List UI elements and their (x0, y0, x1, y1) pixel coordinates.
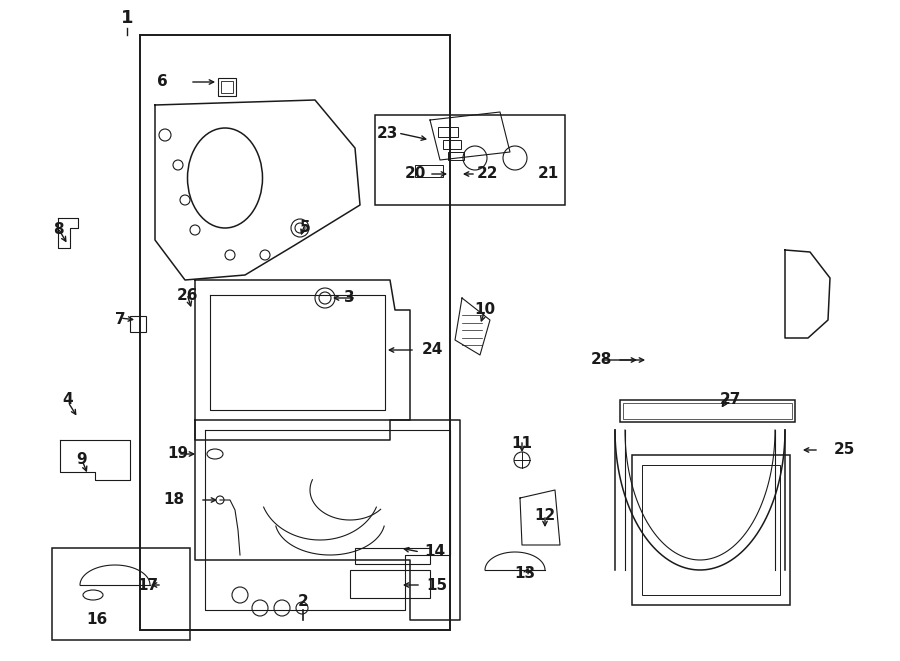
Bar (448, 152, 464, 160)
Bar (218, 78, 236, 96)
Bar (355, 548, 430, 564)
Bar (140, 35, 450, 630)
Text: 28: 28 (590, 352, 612, 368)
Bar (221, 81, 233, 93)
Text: 22: 22 (477, 167, 499, 182)
Text: 14: 14 (425, 545, 446, 559)
Bar (620, 400, 795, 422)
Text: 2: 2 (298, 594, 309, 609)
Bar (350, 570, 430, 598)
Text: 23: 23 (376, 126, 398, 141)
Text: 26: 26 (176, 288, 198, 303)
Bar (642, 465, 780, 595)
Text: 16: 16 (86, 613, 108, 627)
Text: 19: 19 (167, 446, 189, 461)
Bar (632, 455, 790, 605)
Text: 5: 5 (300, 221, 310, 235)
Bar (438, 127, 458, 137)
Text: 21: 21 (537, 167, 559, 182)
Text: 17: 17 (138, 578, 158, 592)
Bar (415, 165, 443, 177)
Text: 8: 8 (53, 223, 63, 237)
Bar (623, 403, 792, 419)
Text: 1: 1 (121, 9, 133, 27)
Text: 11: 11 (511, 436, 533, 451)
Text: 9: 9 (76, 453, 87, 467)
Text: 25: 25 (833, 442, 855, 457)
Text: 18: 18 (164, 492, 184, 508)
Text: 3: 3 (344, 290, 355, 305)
Bar (375, 115, 565, 205)
Text: 6: 6 (157, 75, 167, 89)
Text: 15: 15 (427, 578, 447, 592)
Text: 27: 27 (719, 393, 741, 407)
Text: 24: 24 (421, 342, 443, 358)
Text: 4: 4 (63, 393, 73, 407)
Text: 20: 20 (404, 167, 426, 182)
Bar (443, 140, 461, 149)
Bar (52, 548, 190, 640)
Text: 7: 7 (114, 313, 125, 327)
Text: 10: 10 (474, 303, 496, 317)
Bar (130, 316, 146, 332)
Text: 13: 13 (515, 566, 536, 580)
Text: 12: 12 (535, 508, 555, 524)
